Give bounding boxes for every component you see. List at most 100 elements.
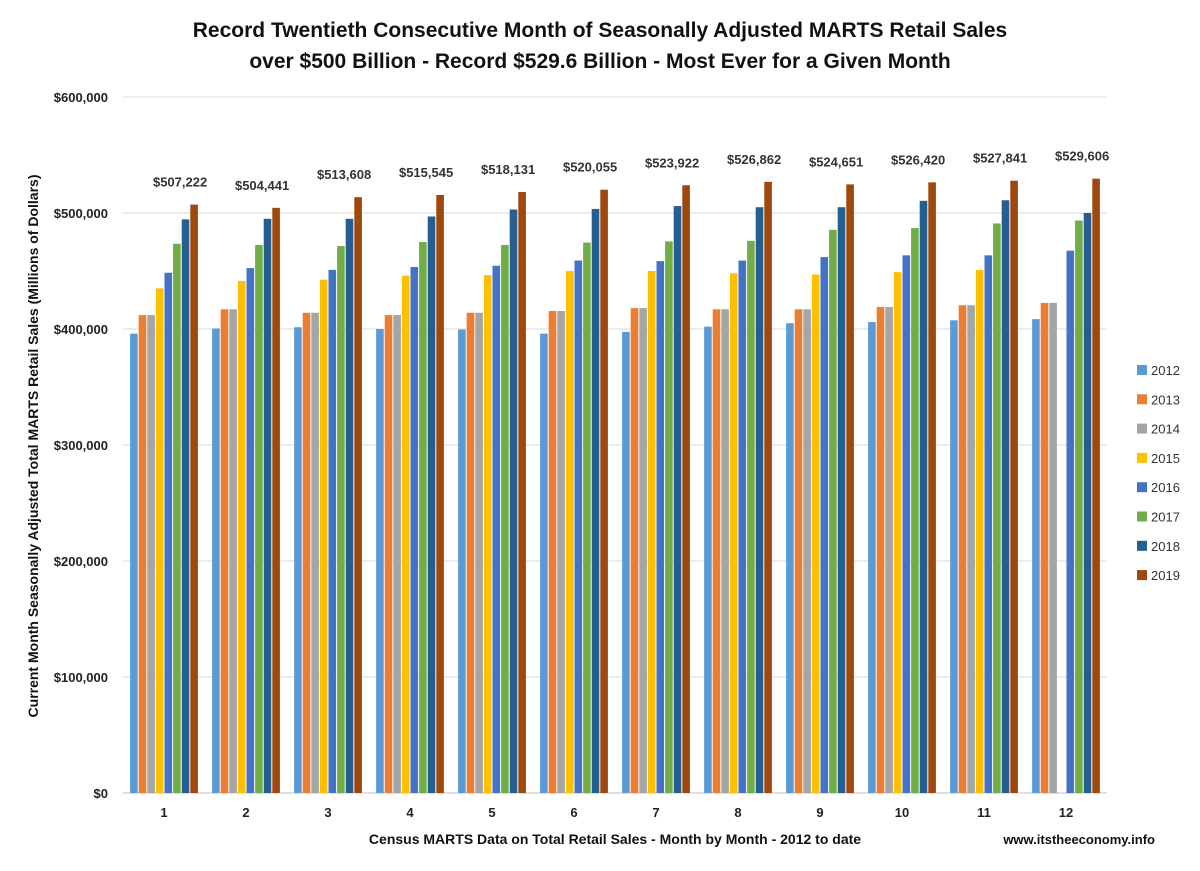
bar-2018-month-9	[837, 207, 846, 793]
bar-2012-month-1	[130, 333, 138, 793]
bar-2015-month-5	[483, 275, 492, 793]
bar-2012-month-4	[376, 329, 384, 793]
legend-swatch-2018	[1137, 540, 1147, 551]
legend-label-2012: 2012	[1151, 363, 1180, 378]
bar-2012-month-2	[212, 328, 220, 793]
bar-2014-month-2	[229, 309, 237, 793]
bar-2018-month-11	[1001, 200, 1010, 794]
bar-2015-month-1	[155, 288, 164, 793]
bar-2012-month-9	[786, 323, 794, 793]
bar-2019-month-4	[436, 194, 444, 794]
bar-2013-month-1	[138, 315, 147, 793]
gridlines	[123, 96, 1107, 794]
bar-2015-month-6	[565, 271, 574, 793]
bar-2018-month-6	[591, 208, 600, 793]
data-label-month-10: $526,420	[891, 152, 945, 167]
x-tick-label: 8	[734, 805, 741, 820]
legend-swatch-2017	[1137, 511, 1147, 522]
bar-2013-month-2	[220, 309, 229, 793]
data-label-month-5: $518,131	[481, 162, 535, 177]
bar-2014-month-11	[967, 305, 975, 793]
bar-2018-month-1	[181, 219, 190, 793]
bar-2014-month-8	[721, 309, 729, 793]
source-url: www.itstheeconomy.info	[1002, 832, 1155, 847]
bar-2018-month-10	[919, 200, 928, 793]
bar-2018-month-2	[263, 218, 272, 794]
bar-2014-month-6	[557, 311, 565, 793]
x-tick-label: 3	[324, 805, 331, 820]
bar-2019-month-2	[272, 207, 280, 794]
bar-2013-month-12	[1040, 302, 1049, 793]
bars	[130, 178, 1100, 794]
bar-2016-month-8	[738, 260, 747, 793]
bar-2013-month-3	[302, 312, 311, 793]
x-axis-title: Census MARTS Data on Total Retail Sales …	[369, 831, 861, 847]
x-tick-label: 4	[406, 805, 414, 820]
bar-2017-month-5	[501, 244, 509, 793]
bar-2014-month-5	[475, 312, 483, 793]
legend-swatch-2015	[1137, 452, 1147, 463]
bar-2012-month-3	[294, 327, 302, 793]
bar-2019-month-11	[1010, 180, 1018, 793]
chart-title-line-1: Record Twentieth Consecutive Month of Se…	[193, 19, 1007, 42]
y-axis-tick-labels: $0 $100,000 $200,000 $300,000 $400,000 $500,0…	[54, 90, 108, 801]
bar-2017-month-6	[583, 242, 591, 793]
y-tick-label: $500,000	[54, 206, 108, 221]
x-tick-label: 12	[1059, 805, 1073, 820]
bar-2016-month-6	[574, 260, 583, 793]
bar-2016-month-5	[492, 265, 501, 793]
x-tick-label: 7	[652, 805, 659, 820]
bar-2013-month-4	[384, 315, 393, 793]
bar-2019-month-9	[846, 184, 854, 793]
bar-2019-month-3	[354, 197, 362, 793]
bar-2015-month-11	[975, 269, 984, 794]
bar-2017-month-7	[665, 241, 673, 794]
bar-2016-month-11	[984, 255, 993, 794]
bar-2017-month-3	[337, 246, 345, 793]
legend-swatch-2012	[1137, 365, 1147, 375]
bar-2018-month-4	[427, 216, 436, 794]
bar-2014-month-9	[803, 309, 811, 793]
data-labels: $507,222 $504,441 $513,608 $515,545 $518,131…	[153, 149, 1109, 193]
x-tick-label: 9	[816, 805, 823, 820]
legend-label-2015: 2015	[1151, 451, 1180, 466]
bar-2017-month-1	[173, 243, 181, 794]
x-axis-tick-labels: 1 2 3 4 5 6 7 8 9 10 11 12	[160, 805, 1073, 820]
y-tick-label: $0	[94, 786, 108, 801]
bar-2019-month-12	[1092, 178, 1100, 793]
bar-2016-month-4	[410, 266, 419, 793]
data-label-month-7: $523,922	[645, 155, 699, 170]
bar-2015-month-9	[811, 274, 820, 794]
y-tick-label: $600,000	[54, 90, 108, 105]
bar-2018-month-12	[1083, 213, 1092, 793]
legend-swatch-2014	[1137, 423, 1147, 434]
bar-2019-month-8	[764, 181, 772, 794]
bar-2013-month-5	[466, 312, 475, 793]
bar-2015-month-10	[893, 272, 902, 793]
bar-2012-month-6	[540, 333, 548, 793]
bar-2013-month-9	[794, 309, 803, 793]
legend-label-2016: 2016	[1151, 480, 1180, 495]
data-label-month-4: $515,545	[399, 165, 453, 180]
bar-2014-month-12	[1049, 302, 1057, 793]
legend-swatch-2013	[1137, 394, 1147, 405]
bar-2016-month-1	[164, 272, 173, 793]
bar-2015-month-4	[401, 275, 410, 793]
data-label-month-1: $507,222	[153, 175, 207, 190]
legend-label-2013: 2013	[1151, 392, 1180, 407]
chart-title-line-2: over $500 Billion - Record $529.6 Billio…	[249, 50, 950, 73]
bar-2016-month-10	[902, 255, 911, 794]
bar-2013-month-8	[712, 309, 721, 793]
bar-2019-month-6	[600, 189, 608, 794]
bar-2013-month-6	[548, 311, 557, 793]
bar-2012-month-8	[704, 326, 712, 793]
bar-2018-month-7	[673, 206, 682, 794]
bar-2013-month-7	[630, 308, 639, 793]
bar-2015-month-2	[237, 280, 246, 793]
bar-2018-month-8	[755, 207, 764, 793]
data-label-month-3: $513,608	[317, 167, 371, 182]
x-tick-label: 2	[242, 805, 249, 820]
bar-2015-month-3	[319, 279, 328, 793]
